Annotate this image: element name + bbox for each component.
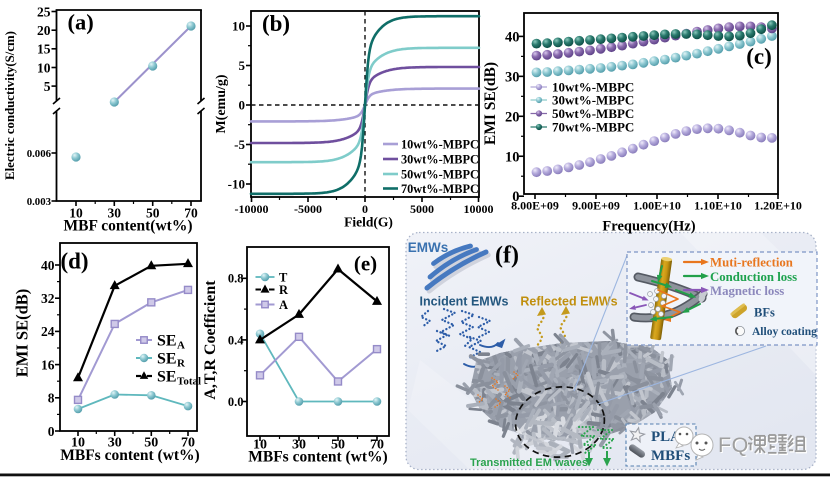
svg-text:1.10E+10: 1.10E+10 [694, 199, 742, 213]
svg-text:30: 30 [108, 206, 122, 221]
svg-text:-10: -10 [228, 177, 245, 192]
svg-text:EMI SE(dB): EMI SE(dB) [482, 62, 499, 145]
svg-text:Muti-reflection: Muti-reflection [710, 256, 793, 270]
svg-text:Alloy coating: Alloy coating [752, 326, 817, 338]
svg-text:-5000: -5000 [294, 202, 322, 216]
svg-text:70wt%-MBPC: 70wt%-MBPC [552, 120, 634, 135]
svg-text:A,T,R Coefficient: A,T,R Coefficient [202, 280, 219, 400]
svg-text:Frequency(Hz): Frequency(Hz) [602, 219, 695, 235]
svg-text:15: 15 [37, 42, 51, 57]
svg-text:50: 50 [331, 438, 345, 453]
svg-text:30: 30 [108, 436, 122, 451]
svg-text:(b): (b) [262, 11, 290, 36]
svg-text:10: 10 [37, 60, 51, 75]
svg-text:8.00E+09: 8.00E+09 [511, 199, 559, 213]
svg-text:Reflected EMWs: Reflected EMWs [520, 295, 617, 309]
svg-text:50wt%-MBPC: 50wt%-MBPC [552, 106, 634, 121]
svg-text:5000: 5000 [410, 202, 434, 216]
svg-text:Conduction loss: Conduction loss [710, 270, 797, 284]
svg-text:30: 30 [505, 69, 520, 85]
svg-text:SE: SE [157, 351, 177, 368]
svg-text:M(emu/g): M(emu/g) [214, 74, 229, 133]
svg-text:-5: -5 [234, 137, 245, 152]
svg-text:0: 0 [512, 189, 519, 205]
svg-text:24: 24 [41, 324, 55, 339]
svg-text:20: 20 [37, 23, 51, 38]
svg-text:T: T [279, 270, 288, 284]
svg-text:PLA: PLA [651, 429, 681, 445]
svg-text:50wt%-MBPC: 50wt%-MBPC [401, 167, 479, 181]
svg-text:70: 70 [181, 436, 195, 451]
svg-text:EMWs: EMWs [408, 240, 449, 255]
svg-text:30: 30 [292, 438, 306, 453]
svg-text:Incident EMWs: Incident EMWs [420, 295, 509, 309]
svg-text:(f): (f) [495, 243, 519, 269]
svg-text:0.8: 0.8 [228, 272, 244, 286]
svg-text:10wt%-MBPC: 10wt%-MBPC [401, 137, 479, 151]
svg-text:A: A [279, 298, 288, 312]
svg-text:0.4: 0.4 [228, 333, 244, 347]
svg-text:5: 5 [44, 79, 51, 94]
svg-text:EMI SE(dB): EMI SE(dB) [13, 289, 32, 377]
svg-text:9.00E+09: 9.00E+09 [572, 199, 620, 213]
svg-text:MBF content(wt%): MBF content(wt%) [64, 218, 193, 235]
svg-text:SE: SE [157, 333, 177, 350]
svg-text:(a): (a) [67, 10, 93, 35]
svg-text:Magnetic loss: Magnetic loss [710, 284, 784, 298]
svg-text:MBFs content (wt%): MBFs content (wt%) [248, 449, 387, 466]
svg-text:0.003: 0.003 [27, 196, 52, 208]
svg-text:10: 10 [505, 149, 520, 165]
svg-text:70wt%-MBPC: 70wt%-MBPC [401, 182, 479, 196]
svg-text:10: 10 [232, 19, 245, 34]
svg-text:Total: Total [177, 376, 201, 388]
svg-text:1.00E+10: 1.00E+10 [633, 199, 681, 213]
svg-text:25: 25 [37, 4, 51, 19]
svg-text:70: 70 [184, 206, 198, 221]
svg-text:50: 50 [144, 436, 158, 451]
svg-text:30wt%-MBPC: 30wt%-MBPC [552, 93, 634, 108]
svg-text:(c): (c) [746, 44, 772, 69]
svg-text:Electric conductivity(S/cm): Electric conductivity(S/cm) [3, 31, 17, 180]
svg-text:FQ: FQ [718, 433, 749, 457]
svg-text:0.0: 0.0 [228, 395, 244, 409]
svg-text:10000: 10000 [464, 202, 494, 216]
svg-text:0: 0 [48, 424, 55, 439]
svg-text:30wt%-MBPC: 30wt%-MBPC [401, 152, 479, 166]
svg-text:MBFs: MBFs [651, 448, 690, 464]
svg-text:50: 50 [146, 206, 160, 221]
svg-text:SE: SE [157, 369, 177, 386]
svg-text:0.006: 0.006 [27, 148, 52, 160]
svg-text:-10000: -10000 [235, 202, 269, 216]
svg-text:70: 70 [370, 438, 384, 453]
svg-text:FQ: FQ [719, 434, 750, 458]
svg-text:20: 20 [505, 109, 520, 125]
svg-text:Transmitted EM waves: Transmitted EM waves [470, 457, 588, 469]
svg-text:(d): (d) [60, 249, 88, 274]
svg-text:8: 8 [48, 391, 55, 406]
svg-text:(e): (e) [354, 252, 377, 276]
svg-text:A: A [177, 340, 185, 352]
svg-text:BFs: BFs [754, 306, 775, 320]
svg-text:0: 0 [239, 98, 246, 113]
svg-text:16: 16 [41, 357, 55, 372]
svg-text:10: 10 [69, 206, 83, 221]
svg-text:40: 40 [505, 29, 520, 45]
svg-text:10: 10 [71, 436, 85, 451]
svg-text:10wt%-MBPC: 10wt%-MBPC [552, 80, 634, 95]
svg-text:R: R [279, 283, 289, 297]
svg-text:5: 5 [239, 58, 246, 73]
svg-text:32: 32 [41, 291, 55, 306]
svg-text:1.20E+10: 1.20E+10 [754, 199, 802, 213]
svg-text:0: 0 [362, 202, 368, 216]
svg-text:MBFs content (wt%): MBFs content (wt%) [60, 447, 199, 464]
svg-text:10: 10 [253, 438, 267, 453]
svg-text:Field(G): Field(G) [344, 215, 393, 230]
svg-text:R: R [177, 358, 186, 370]
svg-text:40: 40 [41, 258, 55, 273]
